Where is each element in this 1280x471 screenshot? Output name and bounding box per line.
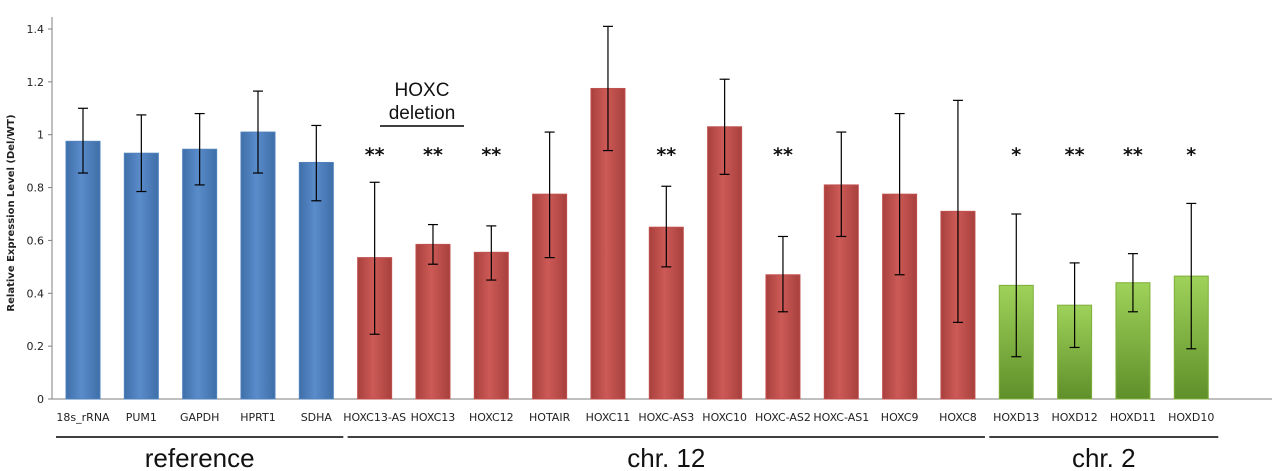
bar-18s-rrna	[65, 140, 101, 400]
bar-hoxc13	[415, 243, 451, 400]
error-bar	[719, 78, 730, 175]
x-tick-label: 18s_rRNA	[56, 411, 110, 424]
x-tick-label: HOXC-AS1	[813, 411, 869, 424]
y-tick-label: 1	[37, 129, 44, 142]
group-label: chr. 2	[1072, 443, 1136, 471]
y-tick-label: 0.2	[27, 340, 45, 353]
y-tick-label: 1.2	[27, 76, 45, 89]
error-bars	[78, 25, 1197, 358]
x-tick-label: PUM1	[126, 411, 157, 424]
significance-mark: *	[1011, 144, 1021, 166]
x-tick-label: HOXC10	[702, 411, 747, 424]
significance-mark: **	[656, 144, 676, 166]
error-bar	[1127, 253, 1138, 313]
annotation-line2: deletion	[389, 103, 456, 124]
significance-mark: **	[423, 144, 443, 166]
group-labels: reference chr. 12 chr. 2	[56, 436, 1219, 471]
error-bar	[194, 112, 205, 186]
x-tick-label: HPRT1	[240, 411, 275, 424]
error-bar	[1069, 262, 1080, 349]
error-bar	[602, 25, 613, 152]
error-bar	[486, 225, 497, 281]
x-tick-label: HOTAIR	[529, 411, 571, 424]
x-tick-label: HOXC12	[469, 411, 514, 424]
error-bar	[369, 181, 380, 335]
x-tick-label: HOXC8	[939, 411, 977, 424]
y-tick-label: 0.6	[27, 234, 45, 247]
x-tick-label: SDHA	[301, 411, 333, 424]
significance-mark: **	[773, 144, 793, 166]
error-bar	[1011, 213, 1022, 358]
significance-mark: *	[1186, 144, 1196, 166]
deletion-annotation: HOXC deletion	[380, 80, 464, 127]
bar-gapdh	[182, 148, 218, 400]
x-tick-label: HOXC-AS3	[638, 411, 694, 424]
x-tick-label: HOXC-AS2	[755, 411, 811, 424]
bars	[65, 87, 1209, 400]
error-bar	[952, 99, 963, 323]
group-label: chr. 12	[627, 443, 705, 471]
significance-mark: **	[365, 144, 385, 166]
error-bar	[427, 223, 438, 265]
x-tick-label: HOXD10	[1168, 411, 1214, 424]
significance-mark: **	[1065, 144, 1085, 166]
x-tick-label: HOXD11	[1110, 411, 1156, 424]
error-bar	[894, 112, 905, 276]
significance-mark: **	[481, 144, 501, 166]
x-tick-label: HOXC13-AS	[343, 411, 406, 424]
significance-mark: **	[1123, 144, 1143, 166]
y-tick-label: 0.8	[27, 182, 45, 195]
annotation-line1: HOXC	[395, 80, 450, 101]
x-tick-label: GAPDH	[180, 411, 219, 424]
x-tick-label: HOXD12	[1051, 411, 1097, 424]
bar-sdha	[298, 161, 334, 400]
error-bar	[836, 131, 847, 238]
y-tick-label: 0.4	[27, 287, 45, 300]
error-bar	[661, 185, 672, 268]
y-tick-label: 0	[37, 393, 44, 406]
x-tick-labels: 18s_rRNA PUM1 GAPDH HPRT1 SDHA HOXC13-AS HOXC1…	[56, 411, 1214, 424]
error-bar	[252, 90, 263, 174]
error-bar	[544, 131, 555, 259]
y-tick-label: 1.4	[27, 23, 45, 36]
error-bar	[777, 235, 788, 313]
error-bar	[1186, 202, 1197, 350]
error-bar	[311, 124, 322, 202]
x-tick-label: HOXD13	[993, 411, 1039, 424]
error-bar	[136, 114, 147, 193]
x-tick-label: HOXC13	[411, 411, 456, 424]
x-tick-label: HOXC11	[586, 411, 631, 424]
x-tick-label: HOXC9	[881, 411, 919, 424]
significance-marks: ** ** ** ** ** * ** ** *	[365, 144, 1197, 166]
group-label: reference	[145, 443, 255, 471]
error-bar	[78, 107, 88, 174]
y-axis-label: Relative Expression Level (Del/WT)	[6, 114, 17, 311]
